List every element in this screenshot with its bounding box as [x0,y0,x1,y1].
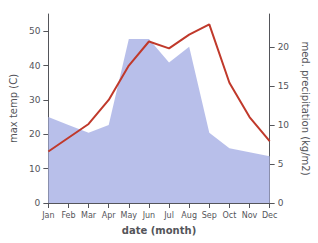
svg-text:Jan: Jan [41,211,54,220]
svg-text:Feb: Feb [61,211,75,220]
svg-text:Mar: Mar [81,211,97,220]
svg-text:May: May [121,211,138,220]
svg-text:Sep: Sep [202,211,217,220]
svg-text:40: 40 [29,61,41,71]
svg-text:50: 50 [29,26,41,36]
svg-text:Jul: Jul [163,211,174,220]
svg-text:15: 15 [278,81,289,91]
svg-text:0: 0 [35,198,41,208]
svg-text:0: 0 [278,198,284,208]
svg-text:date (month): date (month) [122,225,196,236]
svg-text:10: 10 [29,164,41,174]
svg-text:Jun: Jun [142,211,156,220]
svg-text:Dec: Dec [262,211,277,220]
svg-text:Aug: Aug [181,211,197,220]
svg-text:max temp (C): max temp (C) [8,74,19,143]
svg-text:10: 10 [278,120,290,130]
svg-text:20: 20 [29,129,41,139]
svg-text:med. precipitation (kg/m2): med. precipitation (kg/m2) [300,41,311,175]
svg-text:20: 20 [278,42,290,52]
svg-text:30: 30 [29,95,41,105]
svg-text:Apr: Apr [102,211,117,220]
svg-text:Oct: Oct [222,211,236,220]
svg-text:Nov: Nov [242,211,258,220]
svg-text:5: 5 [278,159,284,169]
